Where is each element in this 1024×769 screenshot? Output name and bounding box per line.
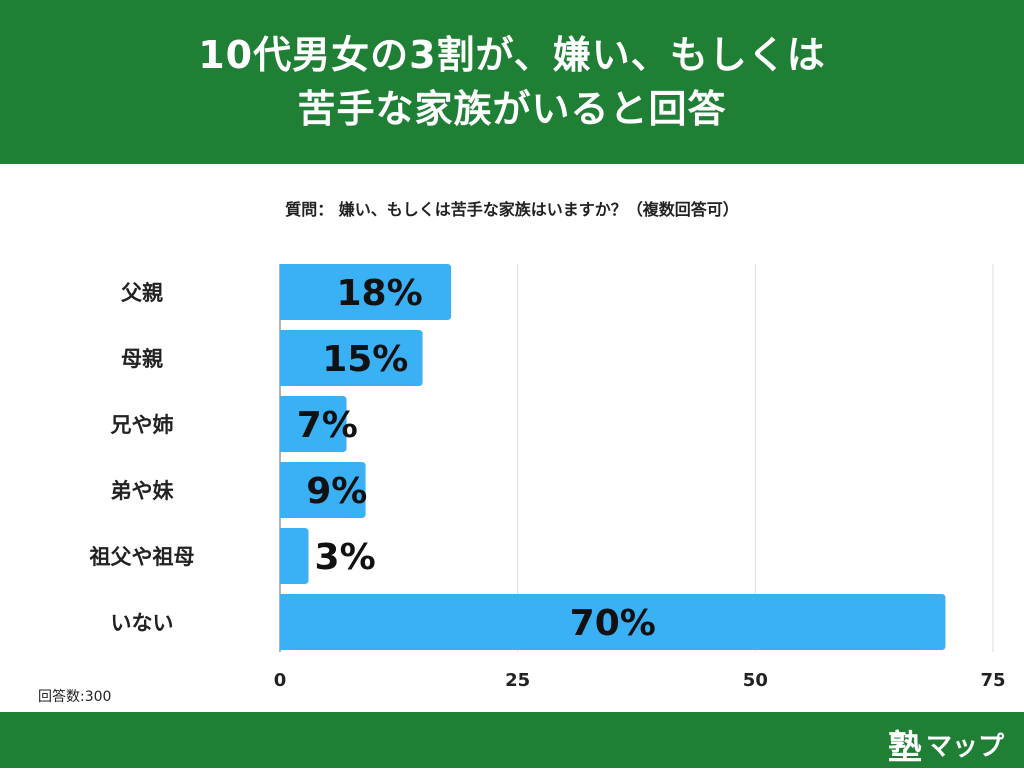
- brand-logo: 塾 マップ: [888, 720, 1004, 769]
- bar: [280, 264, 452, 320]
- page-title-line-1: 10代男女の3割が、嫌い、もしくは: [198, 33, 826, 77]
- x-tick-label: 50: [743, 670, 768, 691]
- data-label: 7%: [297, 405, 358, 446]
- data-label: 15%: [322, 339, 408, 380]
- sample-size-note: 回答数:300: [38, 689, 112, 705]
- x-tick-label: 25: [505, 670, 530, 691]
- data-label: 70%: [570, 603, 656, 644]
- x-tick-label: 75: [980, 670, 1005, 691]
- data-label: 18%: [336, 273, 422, 314]
- header-banner: 10代男女の3割が、嫌い、もしくは 苦手な家族がいると回答: [0, 0, 1024, 164]
- category-label: 祖父や祖母: [89, 545, 195, 569]
- bar: [280, 594, 946, 650]
- logo-kanji: 塾: [887, 728, 922, 768]
- x-tick-label: 0: [274, 670, 287, 691]
- page-title-line-2: 苦手な家族がいると回答: [297, 87, 727, 131]
- category-label: 兄や姉: [110, 413, 174, 437]
- footer-banner: 塾 マップ: [0, 712, 1024, 768]
- bar: [280, 462, 366, 518]
- category-label: 父親: [121, 281, 163, 305]
- data-label: 9%: [306, 471, 367, 512]
- chart-question: 質問： 嫌い、もしくは苦手な家族はいますか？（複数回答可）: [285, 200, 739, 219]
- bar: [280, 528, 309, 584]
- bar: [280, 330, 423, 386]
- logo-kana: マップ: [925, 732, 1004, 762]
- category-label: いない: [111, 611, 174, 635]
- category-label: 弟や妹: [111, 479, 175, 503]
- bar-chart: 0 25 50 75 父親 18% 母親 15% 兄や姉 7% 弟や妹 9% 祖父や祖母 3% いない 70%: [89, 264, 1006, 691]
- data-label: 3%: [315, 537, 376, 578]
- category-label: 母親: [121, 347, 163, 371]
- bar: [280, 396, 347, 452]
